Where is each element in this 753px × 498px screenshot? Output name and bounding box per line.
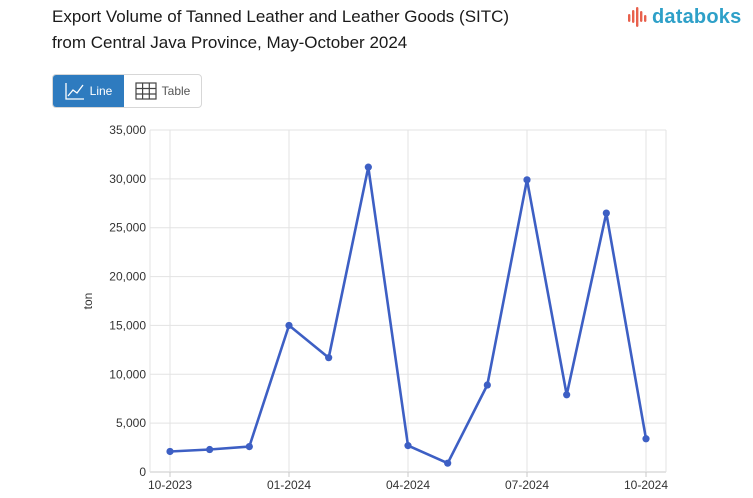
data-point [166, 447, 174, 456]
y-tick-label: 0 [139, 465, 146, 479]
grid-lines [149, 129, 667, 473]
x-tick-label: 01-2024 [267, 478, 311, 492]
y-tick-label: 15,000 [109, 318, 146, 332]
y-tick-label: 10,000 [109, 367, 146, 381]
data-point [523, 176, 531, 184]
data-point [602, 209, 610, 217]
y-axis-title: ton [81, 293, 95, 310]
series-export-volume [166, 163, 650, 467]
line-chart-icon [65, 83, 84, 100]
data-point [444, 459, 452, 467]
table-view-label: Table [161, 84, 191, 98]
y-tick-label: 35,000 [109, 123, 146, 137]
chart-title-line-2: from Central Java Province, May-October … [52, 33, 408, 52]
x-tick-label: 10-2023 [148, 478, 192, 492]
chart-title-line-1: Export Volume of Tanned Leather and Leat… [52, 7, 510, 26]
axes: 0 5,000 10,000 15,000 20,000 25,000 30,000 35,0… [109, 123, 668, 492]
line-view-label: Line [89, 84, 113, 98]
x-tick-label: 07-2024 [505, 478, 549, 492]
table-view-button[interactable]: Table [124, 75, 201, 107]
data-point [404, 442, 412, 450]
data-point [206, 445, 214, 454]
data-point [325, 354, 333, 362]
view-toggle: Line Table [52, 74, 202, 108]
data-point [245, 442, 253, 451]
x-tick-label: 10-2024 [624, 478, 668, 492]
data-point [563, 391, 571, 399]
data-point [483, 381, 491, 389]
x-tick-label: 04-2024 [386, 478, 430, 492]
y-tick-label: 25,000 [109, 221, 146, 235]
chart-title: Export Volume of Tanned Leather and Leat… [52, 4, 612, 56]
y-tick-label: 30,000 [109, 172, 146, 186]
line-view-button[interactable]: Line [53, 75, 124, 107]
data-point [364, 163, 372, 171]
table-grid-icon [135, 82, 157, 100]
y-tick-label: 5,000 [116, 416, 146, 430]
data-point [642, 435, 650, 443]
data-point [285, 321, 293, 330]
databoks-bars-icon [628, 7, 647, 27]
databoks-wordmark: databoks [652, 5, 742, 28]
databoks-logo[interactable]: databoks [626, 3, 741, 31]
y-tick-label: 20,000 [109, 270, 146, 284]
